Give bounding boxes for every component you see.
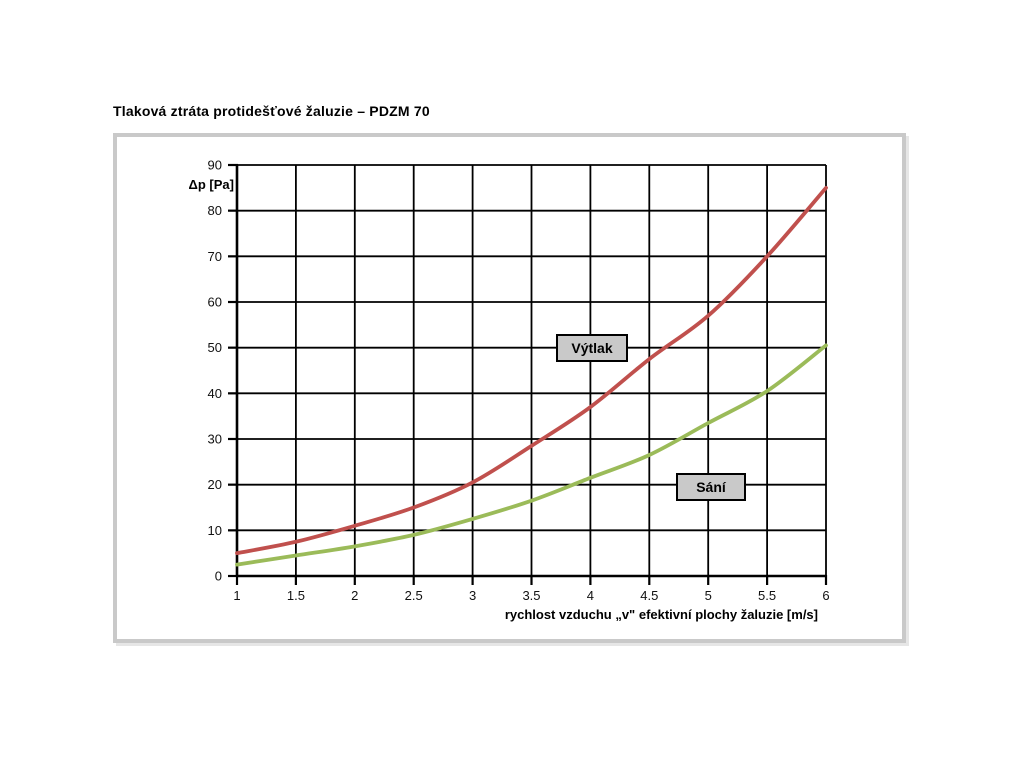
series-line-vytlak: [235, 185, 828, 556]
x-tick-label: 3: [469, 588, 476, 603]
y-tick-label: 30: [208, 432, 222, 447]
x-tick-label: 3.5: [522, 588, 540, 603]
line-chart-canvas: 0 10 20 30 40 50 60 70 80 90 1 1.5 2 2.5 3 3.5 4 4.5 5 5.5 6: [208, 158, 830, 604]
y-tick-label: 50: [208, 340, 222, 355]
chart-title: Tlaková ztráta protidešťové žaluzie – PD…: [113, 103, 430, 119]
chart-frame: 0 10 20 30 40 50 60 70 80 90 1 1.5 2 2.5 3 3.5 4 4.5 5 5.5 6…: [113, 133, 906, 643]
series-line-sani: [235, 343, 828, 567]
y-tick-label: 0: [215, 569, 222, 584]
x-tick-label: 2: [351, 588, 358, 603]
y-tick-label: 70: [208, 249, 222, 264]
x-tick-label: 4: [587, 588, 594, 603]
y-tick-label: 10: [208, 523, 222, 538]
y-tick-label: 90: [208, 158, 222, 173]
series-label-sani: Sání: [676, 473, 746, 501]
x-tick-label: 2.5: [405, 588, 423, 603]
y-tick-label: 80: [208, 203, 222, 218]
y-tick-label: 20: [208, 477, 222, 492]
y-tick-label: 40: [208, 386, 222, 401]
x-tick-label: 1: [233, 588, 240, 603]
x-tick-label: 6: [822, 588, 829, 603]
x-tick-label: 5.5: [758, 588, 776, 603]
x-axis-title: rychlost vzduchu „v" efektivní plochy ža…: [504, 607, 818, 622]
x-tick-label: 5: [705, 588, 712, 603]
x-tick-label: 4.5: [640, 588, 658, 603]
y-axis-title: Δp [Pa]: [188, 177, 234, 192]
x-tick-label: 1.5: [287, 588, 305, 603]
series-label-vytlak: Výtlak: [556, 334, 628, 362]
y-tick-label: 60: [208, 295, 222, 310]
